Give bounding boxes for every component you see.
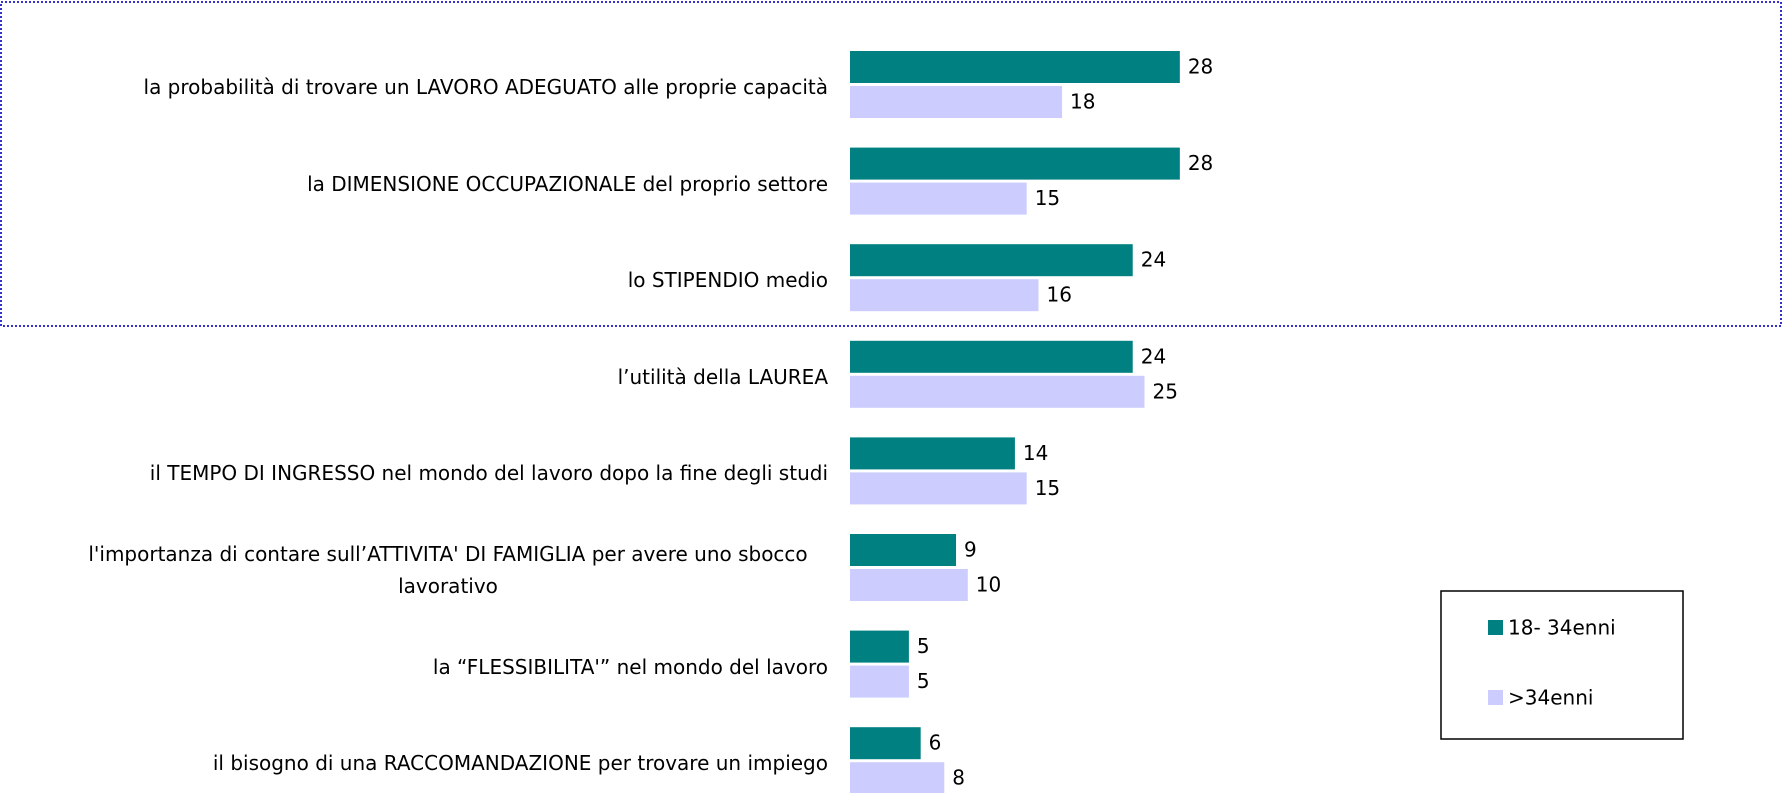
legend-label: >34enni [1508,686,1593,710]
value-label: 10 [976,573,1001,597]
bar [850,279,1039,312]
legend-swatch [1488,620,1503,635]
value-label: 24 [1141,344,1166,368]
category-label: il TEMPO DI INGRESSO nel mondo del lavor… [149,461,828,486]
category-label: lo STIPENDIO medio [627,268,828,293]
category-label-wrap: l'importanza di contare sull’ATTIVITA' D… [68,534,828,606]
category-label-wrap: il bisogno di una RACCOMANDAZIONE per tr… [213,727,828,799]
bar [850,727,921,760]
bar [850,182,1027,215]
bar [850,534,957,566]
bar [850,375,1145,408]
value-label: 9 [964,538,977,562]
category-label-wrap: la “FLESSIBILITA'” nel mondo del lavoro [433,631,828,703]
category-label: l’utilità della LAUREA [617,364,828,389]
bar [850,51,1180,83]
value-label: 15 [1035,476,1060,500]
bar [850,147,1180,180]
value-label: 5 [917,669,930,693]
legend-box [1440,590,1684,740]
value-label: 5 [917,634,930,658]
bar [850,86,1063,118]
bar [850,630,909,663]
legend-label: 18- 34enni [1508,616,1616,640]
legend-swatch [1488,690,1503,705]
bar [850,665,909,698]
bar [850,437,1015,470]
value-label: 14 [1023,441,1048,465]
value-label: 25 [1153,379,1178,403]
value-label: 15 [1035,186,1060,210]
value-label: 16 [1046,283,1071,307]
category-label-wrap: la DIMENSIONE OCCUPAZIONALE del proprio … [307,148,828,220]
highlight-box [0,1,1782,327]
category-label-wrap: l’utilità della LAUREA [618,341,828,413]
value-label: 18 [1070,90,1095,114]
bar [850,472,1027,505]
category-label: la probabilità di trovare un LAVORO ADEG… [143,75,828,99]
value-label: 8 [952,766,965,790]
bar [850,244,1133,277]
category-label-wrap: lo STIPENDIO medio [628,244,828,316]
bar [850,569,968,601]
value-label: 28 [1188,151,1213,175]
category-label: la “FLESSIBILITA'” nel mondo del lavoro [432,654,828,679]
bar [850,762,945,793]
category-label: il bisogno di una RACCOMANDAZIONE per tr… [212,751,828,776]
value-label: 28 [1188,55,1213,79]
category-label-wrap: la probabilità di trovare un LAVORO ADEG… [144,51,828,123]
bar [850,340,1133,373]
value-label: 6 [929,731,942,755]
category-label: l'importanza di contare sull’ATTIVITA' D… [88,542,808,598]
value-label: 24 [1141,248,1166,272]
category-label-wrap: il TEMPO DI INGRESSO nel mondo del lavor… [150,437,828,509]
category-label: la DIMENSIONE OCCUPAZIONALE del proprio … [307,171,828,196]
